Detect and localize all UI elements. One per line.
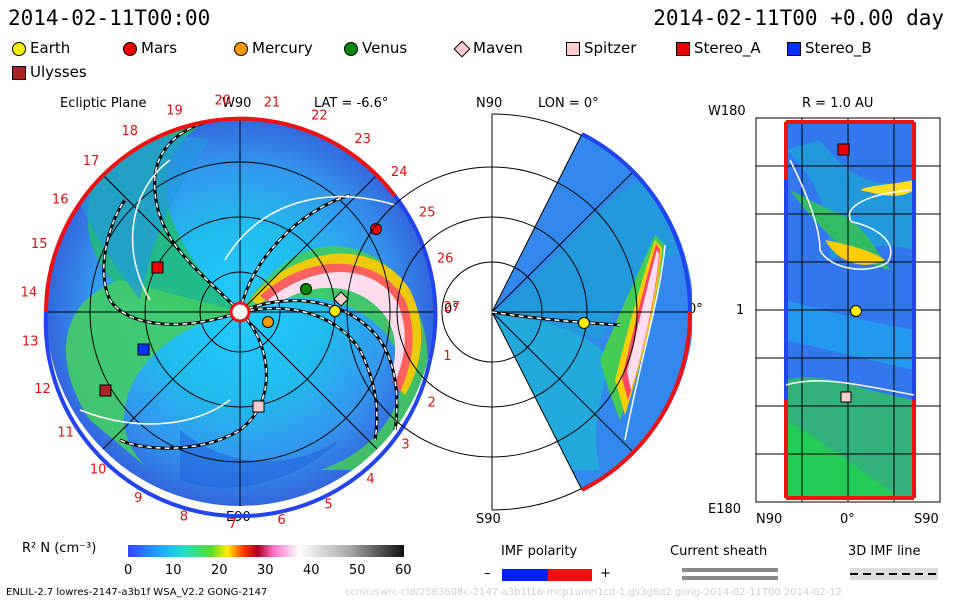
colorbar-label: R² N (cm⁻³) <box>22 541 97 556</box>
rotation-label: 2 <box>427 396 435 411</box>
earth-marker <box>329 305 341 317</box>
colorbar-tick: 30 <box>257 563 274 578</box>
sphere-stereo-a-marker <box>837 143 850 156</box>
rotation-label: 23 <box>354 132 371 147</box>
stereo-b-marker <box>137 343 150 356</box>
stereo-b-marker-icon <box>787 42 801 56</box>
rotation-label: 9 <box>134 491 142 506</box>
ulysses-marker-icon <box>12 66 26 80</box>
imf-line-icon <box>850 568 938 580</box>
venus-marker-icon <box>344 42 358 56</box>
rotation-label: 13 <box>22 335 39 350</box>
mars-marker <box>370 223 382 235</box>
mercury-marker <box>262 316 274 328</box>
sphere-bottom-left-label: E180 <box>708 502 742 517</box>
rotation-label: 4 <box>366 472 374 487</box>
sphere-top-left-label: W180 <box>708 104 746 119</box>
rotation-label: 20 <box>215 94 232 109</box>
spitzer-marker-icon <box>566 42 580 56</box>
colorbar-tick: 20 <box>211 563 228 578</box>
rotation-label: 12 <box>34 382 51 397</box>
meridional-earth-marker <box>578 317 590 329</box>
ecliptic-panel-title: Ecliptic Plane <box>60 96 147 111</box>
colorbar-tick: 40 <box>303 563 320 578</box>
sphere-mid-left-label: 1 <box>736 303 745 318</box>
rotation-label: 26 <box>437 251 454 266</box>
legend-item-stereo-b: Stereo_B <box>787 39 872 57</box>
run-footer: ccmc/swrc-cld/2563608c-2147-a3b1f16-mcp1… <box>345 587 842 598</box>
colorbar-tick: 50 <box>349 563 366 578</box>
maven-marker <box>333 291 349 307</box>
meridional-top-label: N90 <box>476 96 503 111</box>
rotation-label: 25 <box>419 206 436 221</box>
ecliptic-top-label: W90 <box>222 96 252 111</box>
rotation-label: 17 <box>83 154 100 169</box>
rotation-label: 24 <box>391 165 408 180</box>
colorbar <box>128 545 404 557</box>
legend-item-spitzer: Spitzer <box>566 39 636 57</box>
rotation-label: 21 <box>264 95 281 110</box>
rotation-label: 6 <box>278 513 286 528</box>
left-timestamp: 2014-02-11T00:00 <box>8 6 211 30</box>
sphere-earth-marker <box>850 305 862 317</box>
legend-item-mars: Mars <box>123 39 177 57</box>
meridional-bottom-label: S90 <box>476 512 501 527</box>
mars-marker-icon <box>123 42 137 56</box>
current-sheath-label: Current sheath <box>670 544 768 559</box>
legend-item-stereo-a: Stereo_A <box>676 39 761 57</box>
sphere-panel <box>755 117 941 503</box>
spitzer-marker <box>252 400 265 413</box>
rotation-label: 5 <box>324 498 332 513</box>
rotation-label: 27 <box>444 300 461 315</box>
rotation-label: 8 <box>180 510 188 525</box>
imf-plus-label: + <box>600 566 611 581</box>
sphere-x-label-south: S90 <box>914 512 939 527</box>
legend-item-venus: Venus <box>344 39 407 57</box>
rotation-label: 10 <box>90 463 107 478</box>
rotation-label: 1 <box>443 349 451 364</box>
meridional-longitude: LON = 0° <box>538 96 599 111</box>
venus-marker <box>300 283 312 295</box>
colorbar-tick: 60 <box>395 563 412 578</box>
stereo-a-marker-icon <box>676 42 690 56</box>
legend-item-ulysses: Ulysses <box>12 63 87 81</box>
legend-item-earth: Earth <box>12 39 70 57</box>
imf-positive-swatch <box>548 569 592 581</box>
rotation-label: 14 <box>21 285 38 300</box>
sphere-spitzer-marker <box>840 391 852 403</box>
imf-polarity-label: IMF polarity <box>501 544 578 559</box>
imf-negative-swatch <box>502 569 548 581</box>
sphere-x-label-center: 0° <box>840 512 855 527</box>
rotation-label: 7 <box>228 517 236 532</box>
rotation-label: 11 <box>57 426 74 441</box>
ecliptic-right-label: 0° <box>444 302 459 317</box>
colorbar-tick: 10 <box>165 563 182 578</box>
right-timestamp: 2014-02-11T00 +0.00 day <box>653 6 944 30</box>
ecliptic-latitude: LAT = -6.6° <box>314 96 389 111</box>
legend-item-maven: Maven <box>453 39 523 58</box>
model-footer: ENLIL-2.7 lowres-2147-a3b1f WSA_V2.2 GON… <box>6 587 268 598</box>
current-sheath-icon <box>682 568 778 580</box>
rotation-label: 15 <box>31 237 48 252</box>
mercury-marker-icon <box>234 42 248 56</box>
rotation-label: 19 <box>166 103 183 118</box>
rotation-label: 16 <box>52 193 69 208</box>
stereo-a-marker <box>151 261 164 274</box>
imf-minus-label: – <box>484 566 491 581</box>
imf-line-label: 3D IMF line <box>848 544 921 559</box>
rotation-label: 3 <box>401 438 409 453</box>
colorbar-tick: 0 <box>124 563 133 578</box>
rotation-label: 18 <box>122 124 139 139</box>
ulysses-marker <box>99 384 112 397</box>
sphere-x-label-north: N90 <box>756 512 783 527</box>
earth-marker-icon <box>12 42 26 56</box>
rotation-label: 22 <box>311 108 328 123</box>
sphere-radius-label: R = 1.0 AU <box>802 96 874 111</box>
legend-item-mercury: Mercury <box>234 39 313 57</box>
